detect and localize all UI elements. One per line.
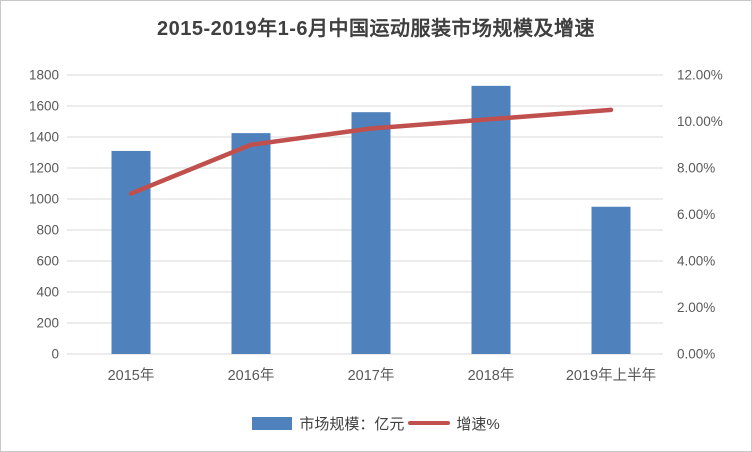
bar-2019年上半年 [591,206,631,354]
bar-2016年 [231,133,271,354]
legend: 市场规模：亿元 增速% [1,408,751,438]
plot-area: 0 200 400 600 800 1000 1200 1400 1600 1800 0.00% 2.… [29,68,723,385]
left-axis-tick-label: 400 [36,285,59,300]
x-axis-tick-label: 2017年 [348,367,395,384]
chart-title: 2015-2019年1-6月中国运动服装市场规模及增速 [156,18,596,40]
legend-line-label: 增速% [456,415,500,433]
right-axis-tick-label: 2.00% [677,300,715,315]
left-axis-tick-label: 1200 [29,161,59,176]
left-axis-tick-label: 800 [36,223,59,238]
line-series-swatch-icon [408,421,451,425]
bar-series-swatch-icon [252,416,293,430]
left-axis-tick-label: 1400 [29,130,59,145]
left-axis-tick-label: 1800 [29,68,59,83]
left-axis-tick-label: 1600 [29,99,59,114]
growth-rate-line [128,107,614,196]
right-axis-tick-label: 6.00% [677,207,715,222]
left-axis-tick-label: 200 [36,316,59,331]
right-axis-tick-label: 12.00% [677,68,723,83]
right-axis-tick-label: 0.00% [677,347,715,362]
x-axis-tick-label: 2015年 [108,367,155,384]
right-axis-tick-label: 10.00% [677,114,723,129]
legend-item-growth-rate: 增速% [404,413,500,434]
legend-item-market-size: 市场规模：亿元 [252,413,404,434]
bar-2018年 [471,85,511,354]
right-axis-tick-label: 8.00% [677,161,715,176]
right-axis-tick-label: 4.00% [677,254,715,269]
left-axis-tick-label: 600 [36,254,59,269]
left-axis-tick-label: 0 [51,347,59,362]
bar-2015年 [111,150,151,354]
bar-2017年 [351,112,391,354]
x-axis-tick-label: 2019年上半年 [566,367,656,384]
left-axis-tick-label: 1000 [29,192,59,207]
legend-bar-label: 市场规模：亿元 [299,415,405,433]
x-axis-tick-label: 2016年 [228,367,275,384]
x-axis-tick-label: 2018年 [468,367,515,384]
